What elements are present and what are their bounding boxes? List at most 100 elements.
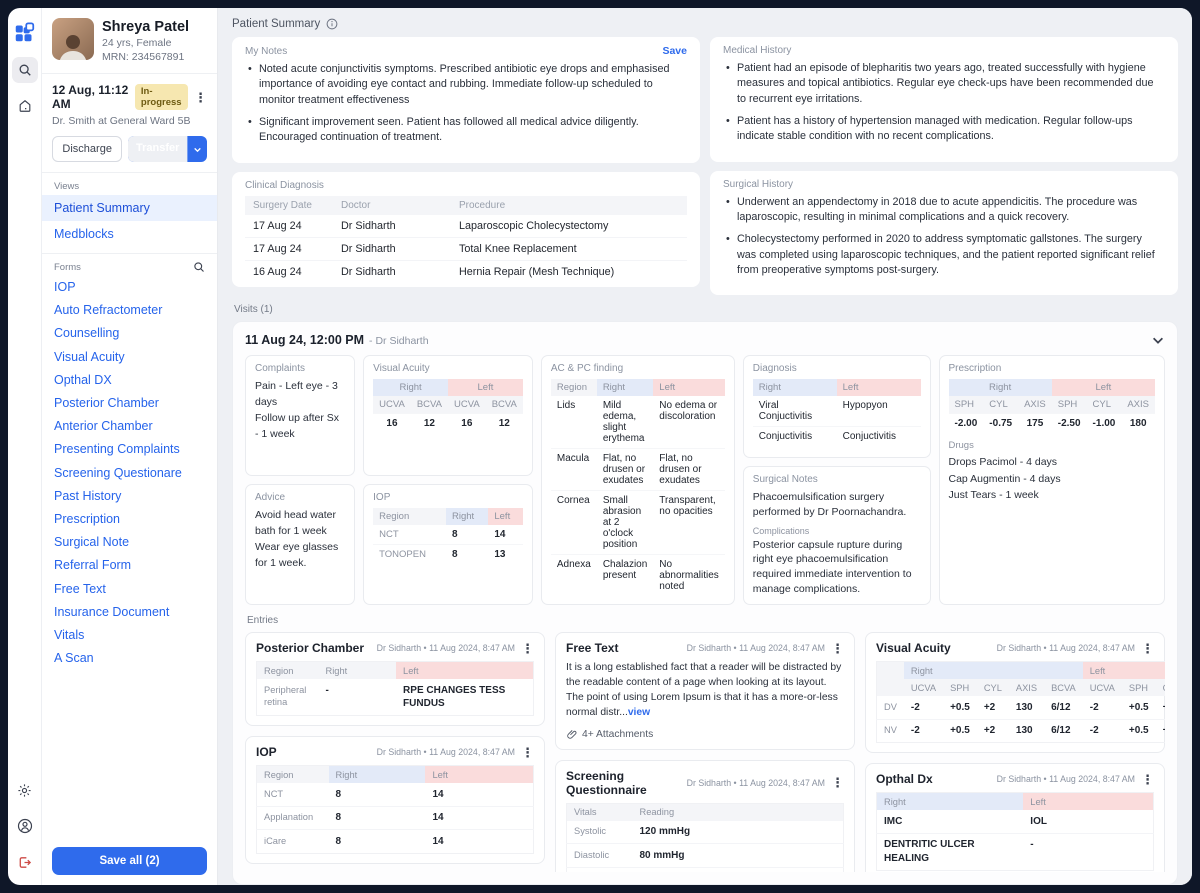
visit-doctor: - Dr Sidharth [369, 335, 429, 348]
settings-button[interactable] [12, 777, 38, 803]
entry-row: DENTRITIC ULCER HEALING - [876, 832, 1154, 871]
my-notes-save-button[interactable]: Save [662, 45, 687, 57]
form-item[interactable]: Counselling [54, 326, 120, 341]
entry-menu-icon[interactable]: ⋮ [521, 744, 534, 760]
form-item[interactable]: Posterior Chamber [54, 396, 159, 410]
entry-title: Opthal Dx [876, 772, 933, 787]
form-item[interactable]: Past History [54, 488, 122, 503]
va-row: DV -2 +0.5 +2 130 6/12 -2 +0.5 +2 130 [884, 701, 1165, 713]
complaints-card: Complaints Pain - Left eye - 3 days Follo… [245, 355, 356, 477]
patient-avatar [52, 18, 94, 60]
column-header: Procedure [451, 195, 687, 215]
entry-meta: Dr Sidharth • 11 Aug 2024, 8:47 AM [686, 643, 825, 654]
form-item[interactable]: Referral Form [54, 558, 132, 573]
entry-title: Visual Acuity [876, 641, 951, 656]
visit-collapse-button[interactable] [1151, 333, 1165, 347]
form-item[interactable]: Auto Refractometer [54, 303, 163, 318]
surgical-notes-title: Surgical Notes [752, 474, 818, 486]
table-row[interactable]: 16 Aug 24 Dr Sidharth Hernia Repair (Mes… [253, 265, 615, 278]
entry-opthal-dx: Opthal Dx Dr Sidharth • 11 Aug 2024, 8:4… [865, 763, 1165, 872]
patient-name: Shreya Patel [102, 19, 190, 35]
form-item[interactable]: A Scan [54, 651, 94, 666]
advice-line: Wear eye glasses for 1 week. [255, 540, 339, 569]
attachments-count[interactable]: 4+ Attachments [582, 728, 654, 740]
entry-meta: Dr Sidharth • 11 Aug 2024, 8:47 AM [996, 774, 1135, 785]
entry-menu-icon[interactable]: ⋮ [831, 775, 844, 791]
icon-rail [8, 8, 42, 885]
diagnosis-title: Diagnosis [752, 363, 797, 375]
table-row[interactable]: 17 Aug 24 Dr Sidharth Total Knee Replace… [245, 237, 687, 261]
attachment-icon [567, 730, 577, 739]
status-badge: In-progress [134, 84, 188, 111]
entry-menu-icon[interactable]: ⋮ [521, 640, 534, 656]
form-item[interactable]: Anterior Chamber [54, 419, 153, 434]
form-item[interactable]: Opthal DX [54, 372, 112, 387]
encounter-menu-icon[interactable]: ⋮ [194, 89, 207, 105]
iop-title: IOP [373, 492, 391, 504]
form-item[interactable]: Surgical Note [54, 535, 130, 550]
form-item[interactable]: Vitals [54, 627, 85, 642]
search-nav-button[interactable] [11, 57, 38, 83]
diagnosis-table: Right Left Viral Conjuctivitis Hypopyon … [752, 379, 921, 447]
form-item[interactable]: Prescription [54, 511, 120, 526]
form-item[interactable]: Free Text [54, 581, 106, 596]
form-item[interactable]: Insurance Document [54, 604, 170, 619]
transfer-button[interactable]: Transfer [128, 136, 187, 163]
diagnosis-card: Diagnosis Right Left Viral Conjuctivitis… [742, 355, 931, 459]
form-item[interactable]: IOP [54, 280, 76, 295]
advice-card: Advice Avoid head water bath for 1 week W… [245, 484, 356, 606]
iop-card: IOP Region Right Left NCT [363, 484, 533, 606]
discharge-button[interactable]: Discharge [52, 136, 123, 163]
entry-title: IOP [256, 745, 277, 760]
visit-datetime: 11 Aug 24, 12:00 PM [245, 333, 365, 348]
drugs-label: Drugs [948, 440, 974, 452]
complications-label: Complications [752, 525, 810, 536]
logout-button[interactable] [12, 849, 38, 875]
note-item: Noted acute conjunctivitis symptoms. Pre… [245, 62, 687, 115]
column-header: Doctor [333, 195, 451, 215]
entry-menu-icon[interactable]: ⋮ [1141, 640, 1154, 656]
visual-acuity-table: Right Left UCVA BCVA UCVA BCVA 16 [373, 379, 523, 434]
form-item[interactable]: Visual Acuity [54, 349, 125, 364]
home-nav-button[interactable] [12, 93, 38, 119]
gear-icon [18, 783, 31, 797]
entry-posterior-chamber: Posterior Chamber Dr Sidharth • 11 Aug 2… [245, 632, 545, 727]
entry-meta: Dr Sidharth • 11 Aug 2024, 8:47 AM [376, 747, 515, 758]
save-all-button[interactable]: Save all (2) [52, 847, 207, 875]
table-row[interactable]: 17 Aug 24 Dr Sidharth Laparoscopic Chole… [245, 214, 687, 238]
chevron-down-icon [1153, 337, 1163, 345]
profile-button[interactable] [12, 813, 38, 839]
history-item: Patient has a history of hypertension ma… [723, 114, 1165, 152]
drug-item: Cap Augmentin - 4 days [948, 472, 1061, 485]
page-title: Patient Summary [232, 18, 321, 30]
visits-section-label: Visits (1) [234, 304, 273, 316]
chevron-down-icon [194, 147, 201, 153]
info-icon[interactable] [326, 18, 338, 30]
patient-mrn: MRN: 234567891 [102, 51, 185, 64]
app-window: Shreya Patel 24 yrs, Female MRN: 2345678… [8, 8, 1192, 885]
transfer-split-button[interactable]: Transfer [128, 136, 207, 163]
drug-item: Drops Pacimol - 4 days [948, 456, 1058, 469]
entry-meta: Dr Sidharth • 11 Aug 2024, 8:47 AM [376, 643, 515, 654]
form-item[interactable]: Screening Questionare [54, 465, 182, 480]
prescription-power-table: Right Left SPH CYL AXIS SPH CYL AXIS [948, 379, 1155, 434]
entry-title: Screening Questionnaire [566, 768, 647, 797]
transfer-dropdown-button[interactable] [187, 136, 207, 163]
logout-icon [19, 856, 32, 868]
acpc-table: Region Right Left Lids Mild edema, sligh… [550, 379, 725, 597]
prescription-card: Prescription Right Left SPH CYL AXIS SPH [938, 355, 1165, 606]
sidebar-item-medblocks[interactable]: Medblocks [54, 227, 114, 242]
forms-search-icon[interactable] [193, 261, 205, 273]
entry-menu-icon[interactable]: ⋮ [831, 640, 844, 656]
forms-label: Forms [54, 261, 81, 273]
form-item[interactable]: Presenting Complaints [54, 442, 180, 457]
encounter-doctor: Dr. Smith at General Ward 5B [52, 115, 191, 128]
iop-row: TONOPEN 8 13 [373, 544, 523, 565]
diagnosis-row: Conjuctivitis Conjuctivitis [752, 426, 921, 447]
search-icon [19, 64, 31, 76]
history-item: Cholecystectomy performed in 2020 to add… [723, 232, 1165, 285]
view-link[interactable]: view [627, 707, 651, 719]
forms-list: IOP Auto Refractometer Counselling Visual A… [42, 275, 217, 669]
sidebar-item-patient-summary[interactable]: Patient Summary [42, 195, 217, 222]
entry-menu-icon[interactable]: ⋮ [1141, 771, 1154, 787]
